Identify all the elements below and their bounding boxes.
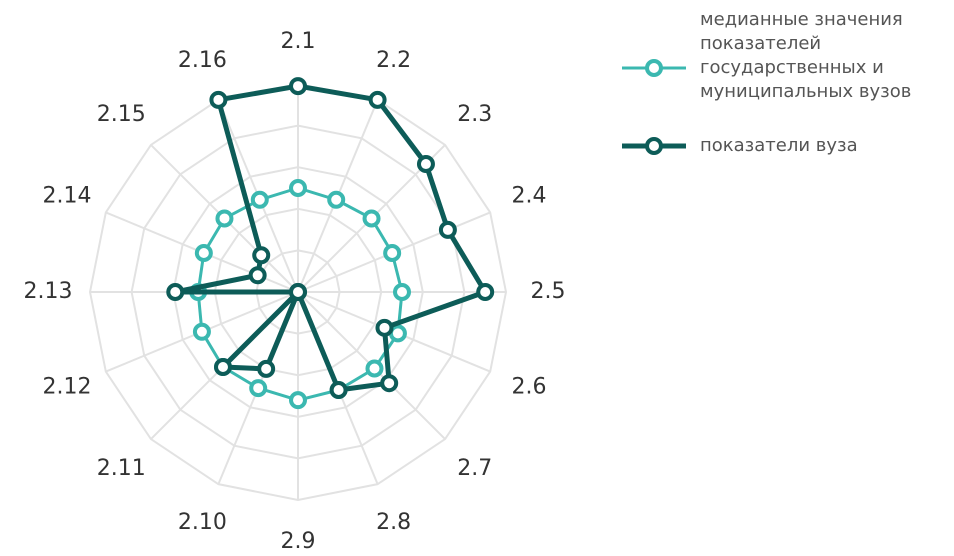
axis-label: 2.10 bbox=[178, 510, 227, 535]
point bbox=[215, 209, 234, 228]
point bbox=[289, 77, 307, 96]
point bbox=[383, 243, 402, 262]
axis-label: 2.6 bbox=[511, 375, 546, 400]
point bbox=[166, 283, 185, 301]
axis-label: 2.3 bbox=[457, 102, 492, 127]
point bbox=[380, 374, 399, 393]
legend-item: медианные значения показателей государст… bbox=[620, 8, 950, 104]
point bbox=[476, 283, 495, 301]
legend-label: показатели вуза bbox=[700, 135, 858, 156]
axis-label: 2.13 bbox=[24, 279, 73, 304]
point bbox=[289, 391, 307, 410]
axis-label: 2.2 bbox=[376, 48, 411, 73]
point bbox=[194, 243, 213, 262]
point bbox=[327, 190, 346, 209]
point bbox=[438, 220, 457, 239]
point bbox=[289, 283, 307, 301]
axis-label: 2.5 bbox=[531, 279, 566, 304]
point bbox=[365, 359, 384, 378]
legend-marker bbox=[645, 59, 663, 77]
point bbox=[257, 359, 276, 378]
point bbox=[375, 318, 394, 337]
point bbox=[248, 266, 267, 285]
axis-label: 2.7 bbox=[457, 456, 492, 481]
point bbox=[250, 190, 269, 209]
axis-label: 2.15 bbox=[97, 102, 146, 127]
point bbox=[192, 322, 211, 341]
point bbox=[213, 358, 232, 377]
axis-label: 2.12 bbox=[43, 375, 92, 400]
legend-icon bbox=[622, 59, 686, 77]
point bbox=[362, 209, 381, 228]
point bbox=[393, 283, 411, 301]
axis-label: 2.14 bbox=[43, 183, 92, 208]
axis-label: 2.1 bbox=[281, 29, 316, 54]
point bbox=[252, 246, 271, 265]
point bbox=[416, 155, 435, 174]
legend-item: показатели вуза bbox=[620, 134, 950, 158]
axis-label: 2.8 bbox=[376, 510, 411, 535]
axis-label: 2.16 bbox=[178, 48, 227, 73]
point bbox=[209, 90, 228, 109]
point bbox=[368, 90, 387, 109]
axis-label: 2.9 bbox=[281, 529, 316, 554]
legend-icon bbox=[622, 137, 686, 155]
point bbox=[329, 381, 348, 400]
legend-label: медианные значения показателей государст… bbox=[700, 9, 912, 102]
legend-marker bbox=[645, 137, 663, 155]
point bbox=[289, 179, 307, 197]
axis-label: 2.11 bbox=[97, 456, 146, 481]
axis-label: 2.4 bbox=[511, 183, 546, 208]
point bbox=[249, 379, 268, 398]
legend: медианные значения показателей государст… bbox=[620, 8, 950, 188]
